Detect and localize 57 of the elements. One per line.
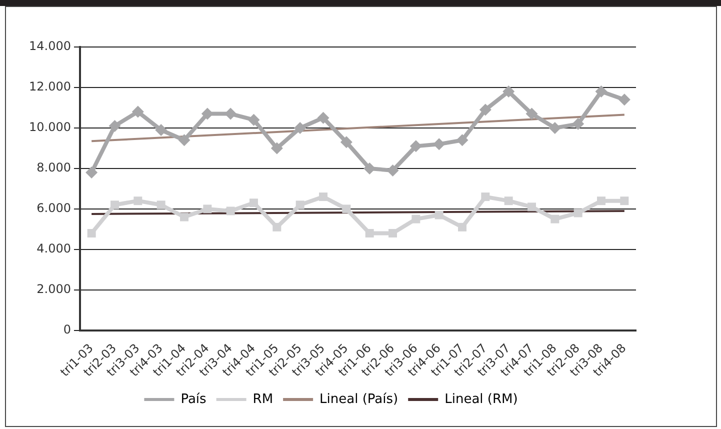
point bbox=[433, 138, 446, 150]
point bbox=[340, 136, 352, 148]
point bbox=[203, 204, 212, 214]
point bbox=[272, 222, 282, 232]
point bbox=[132, 106, 144, 118]
point bbox=[388, 228, 397, 238]
y-tick-label: 14.000 bbox=[28, 39, 71, 54]
point bbox=[296, 200, 304, 210]
point bbox=[481, 192, 490, 202]
point bbox=[180, 212, 188, 222]
point bbox=[86, 166, 98, 178]
point bbox=[365, 228, 374, 238]
point bbox=[134, 196, 142, 206]
point bbox=[574, 208, 582, 218]
point bbox=[110, 200, 119, 210]
point bbox=[502, 86, 515, 98]
point bbox=[294, 122, 306, 134]
point bbox=[178, 134, 190, 146]
point bbox=[108, 120, 121, 132]
point bbox=[458, 222, 466, 232]
point bbox=[434, 210, 444, 220]
point bbox=[620, 196, 629, 206]
y-tick-label: 4.000 bbox=[36, 242, 71, 256]
point bbox=[317, 112, 330, 124]
point bbox=[595, 86, 608, 98]
y-tick-label: 0 bbox=[63, 322, 71, 337]
point bbox=[572, 118, 584, 130]
point bbox=[410, 140, 422, 152]
point bbox=[156, 200, 166, 210]
y-tick-label: 2.000 bbox=[36, 282, 71, 296]
point bbox=[248, 114, 260, 126]
legend-label: Lineal (País) bbox=[320, 392, 398, 407]
point bbox=[528, 202, 536, 212]
legend-label: Lineal (RM) bbox=[444, 392, 518, 407]
y-tick-label: 6.000 bbox=[36, 201, 71, 216]
point bbox=[342, 204, 351, 214]
point bbox=[618, 94, 630, 106]
point bbox=[412, 214, 420, 224]
point bbox=[548, 122, 561, 134]
point bbox=[155, 124, 168, 136]
point bbox=[386, 164, 399, 176]
point bbox=[550, 214, 560, 224]
legend-label: RM bbox=[252, 392, 274, 407]
point bbox=[456, 134, 468, 146]
y-tick-label: 8.000 bbox=[36, 160, 71, 175]
point bbox=[226, 206, 235, 216]
y-tick-label: 10.000 bbox=[28, 120, 71, 134]
point bbox=[87, 228, 96, 238]
point bbox=[319, 192, 328, 202]
y-tick-label: 12.000 bbox=[28, 80, 71, 94]
point bbox=[504, 196, 513, 206]
point bbox=[597, 196, 606, 206]
point bbox=[270, 142, 283, 154]
legend-label: País bbox=[180, 392, 207, 407]
point bbox=[479, 104, 492, 116]
point bbox=[526, 108, 538, 120]
point bbox=[250, 198, 258, 208]
